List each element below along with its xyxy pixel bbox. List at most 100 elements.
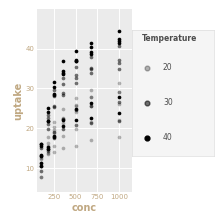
Point (39, 155, 42, 158)
Point (117, 101, 121, 104)
Point (52, 105, 56, 109)
Point (61, 92, 64, 95)
Point (61, 118, 64, 121)
Point (61, 127, 64, 130)
Point (89, 46, 92, 49)
Point (117, 90, 121, 94)
Point (52, 93, 56, 96)
Point (52, 128, 56, 131)
Point (117, 58, 121, 62)
Point (74, 76, 77, 79)
Point (39, 144, 42, 147)
Point (39, 165, 42, 168)
Point (61, 121, 64, 124)
Point (46, 151, 49, 155)
Point (145, 101, 148, 105)
Point (52, 125, 56, 129)
Point (74, 58, 77, 62)
Point (89, 95, 92, 99)
Point (46, 152, 49, 156)
Point (89, 121, 92, 124)
Point (61, 71, 64, 75)
Point (52, 94, 56, 98)
Point (117, 41, 121, 45)
Point (74, 144, 77, 147)
Point (117, 90, 121, 93)
Point (117, 111, 121, 114)
Point (61, 73, 64, 76)
Point (89, 67, 92, 70)
Point (39, 142, 42, 145)
Point (89, 105, 92, 108)
Point (46, 145, 49, 148)
Point (89, 105, 92, 108)
Point (145, 66, 148, 70)
Point (61, 69, 64, 72)
Point (46, 117, 49, 120)
Point (39, 165, 42, 168)
Point (117, 61, 121, 64)
Point (74, 109, 77, 112)
Point (74, 81, 77, 85)
Point (89, 71, 92, 75)
Point (61, 125, 64, 128)
Point (52, 120, 56, 123)
Point (39, 146, 42, 150)
Point (74, 127, 77, 130)
Point (117, 37, 121, 41)
Point (61, 93, 64, 97)
Point (117, 82, 121, 85)
Point (46, 147, 49, 151)
Point (145, 136, 148, 140)
Point (39, 153, 42, 156)
Point (89, 139, 92, 142)
Point (39, 157, 42, 160)
Point (74, 59, 77, 63)
Point (74, 110, 77, 113)
Point (89, 116, 92, 120)
Point (89, 121, 92, 124)
Point (74, 65, 77, 69)
X-axis label: conc: conc (72, 203, 97, 213)
Point (52, 136, 56, 139)
Point (61, 118, 64, 121)
Point (39, 143, 42, 146)
Point (52, 93, 56, 97)
Point (89, 95, 92, 99)
Point (89, 66, 92, 70)
Point (46, 113, 49, 117)
Point (52, 151, 56, 154)
Point (74, 118, 77, 121)
Point (89, 52, 92, 56)
Point (46, 149, 49, 152)
Point (74, 74, 77, 77)
Point (74, 103, 77, 106)
Point (61, 116, 64, 119)
Point (61, 118, 64, 121)
Point (89, 55, 92, 58)
Point (39, 154, 42, 158)
Point (46, 141, 49, 145)
Point (52, 135, 56, 138)
Text: 30: 30 (163, 98, 173, 107)
Point (39, 169, 42, 173)
Point (46, 123, 49, 126)
Point (74, 104, 77, 107)
Point (89, 50, 92, 54)
Point (61, 59, 64, 63)
Point (117, 118, 121, 121)
Text: 40: 40 (163, 133, 173, 143)
Point (39, 161, 42, 165)
Point (46, 145, 49, 148)
Point (52, 86, 56, 89)
Point (52, 81, 56, 84)
Point (46, 135, 49, 138)
Point (74, 96, 77, 99)
Point (61, 82, 64, 86)
Point (61, 135, 64, 138)
Point (39, 161, 42, 165)
Point (46, 127, 49, 131)
Point (52, 104, 56, 107)
Point (74, 108, 77, 111)
Point (46, 111, 49, 114)
